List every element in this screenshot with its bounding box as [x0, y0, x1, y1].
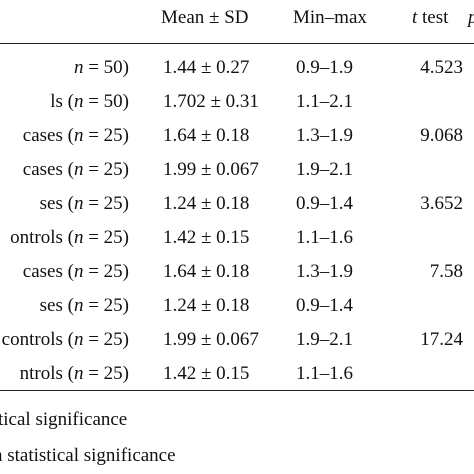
header-t-symbol: t: [412, 7, 418, 28]
sample-size-symbol: n: [73, 159, 84, 180]
table-row: cases (n = 25) 1.99 ± 0.067 1.9–2.1: [0, 153, 474, 187]
row-label: ls (n = 50): [50, 91, 129, 112]
header-min-max: Min–max: [293, 7, 367, 28]
table-row: ontrols (n = 25) 1.42 ± 0.15 1.1–1.6: [0, 221, 474, 255]
cell-mean-sd: 1.24 ± 0.18: [163, 193, 250, 214]
cell-t-test: 7.58: [429, 261, 463, 282]
table-row: controls (n = 25) 1.99 ± 0.067 1.9–2.1 17.2…: [0, 323, 474, 357]
cell-mean-sd: 1.42 ± 0.15: [163, 227, 250, 248]
cell-min-max: 1.3–1.9: [296, 261, 353, 282]
row-label: ses (n = 25): [39, 295, 129, 316]
row-label: controls (n = 25): [1, 329, 129, 350]
sample-size-symbol: n: [73, 261, 84, 282]
header-rule: [0, 43, 474, 44]
row-label: ontrols (n = 25): [10, 227, 129, 248]
row-label: ses (n = 25): [39, 193, 129, 214]
row-label: cases (n = 25): [22, 159, 129, 180]
sample-size-symbol: n: [73, 193, 84, 214]
row-label: cases (n = 25): [22, 261, 129, 282]
cell-mean-sd: 1.64 ± 0.18: [163, 261, 250, 282]
footnote-2-text: statistical significance: [7, 445, 176, 466]
table-row: cases (n = 25) 1.64 ± 0.18 1.3–1.9 7.58: [0, 255, 474, 289]
sample-size-symbol: n: [73, 57, 84, 78]
cell-min-max: 1.1–1.6: [296, 227, 353, 248]
cell-mean-sd: 1.42 ± 0.15: [163, 363, 250, 384]
header-t-test: t test: [412, 8, 448, 28]
sample-size-symbol: n: [73, 295, 84, 316]
cell-mean-sd: 1.99 ± 0.067: [163, 329, 259, 350]
cell-min-max: 1.9–2.1: [296, 329, 353, 350]
table-row: n = 50) 1.44 ± 0.27 0.9–1.9 4.523: [0, 51, 474, 85]
footnote-2-clipped-glyph: n: [0, 445, 7, 466]
cell-t-test: 3.652: [420, 193, 463, 214]
row-label: ntrols (n = 25): [19, 363, 129, 384]
sample-size-symbol: n: [73, 125, 84, 146]
cell-min-max: 0.9–1.4: [296, 193, 353, 214]
cell-min-max: 1.1–2.1: [296, 91, 353, 112]
header-p-value: p: [468, 8, 474, 28]
sample-size-symbol: n: [73, 329, 84, 350]
cell-min-max: 0.9–1.4: [296, 295, 353, 316]
cell-mean-sd: 1.702 ± 0.31: [163, 91, 259, 112]
table-row: ntrols (n = 25) 1.42 ± 0.15 1.1–1.6: [0, 357, 474, 391]
cell-min-max: 0.9–1.9: [296, 57, 353, 78]
footnote-2: n statistical significance: [0, 446, 176, 466]
header-t-word: test: [417, 7, 449, 28]
cell-min-max: 1.1–1.6: [296, 363, 353, 384]
cell-t-test: 9.068: [420, 125, 463, 146]
table-row: cases (n = 25) 1.64 ± 0.18 1.3–1.9 9.068: [0, 119, 474, 153]
cell-t-test: 17.24: [420, 329, 463, 350]
footnote-1: tical significance: [0, 409, 128, 430]
sample-size-symbol: n: [73, 363, 84, 384]
bottom-rule: [0, 390, 474, 391]
cell-mean-sd: 1.64 ± 0.18: [163, 125, 250, 146]
sample-size-symbol: n: [73, 91, 84, 112]
table-row: ses (n = 25) 1.24 ± 0.18 0.9–1.4 3.652: [0, 187, 474, 221]
cell-mean-sd: 1.44 ± 0.27: [163, 57, 250, 78]
cell-min-max: 1.9–2.1: [296, 159, 353, 180]
header-mean-sd: Mean ± SD: [161, 7, 249, 28]
cell-min-max: 1.3–1.9: [296, 125, 353, 146]
cell-t-test: 4.523: [420, 57, 463, 78]
table-row: ls (n = 50) 1.702 ± 0.31 1.1–2.1: [0, 85, 474, 119]
table-row: ses (n = 25) 1.24 ± 0.18 0.9–1.4: [0, 289, 474, 323]
row-label: cases (n = 25): [22, 125, 129, 146]
cell-mean-sd: 1.99 ± 0.067: [163, 159, 259, 180]
row-label: n = 50): [73, 57, 129, 78]
cell-mean-sd: 1.24 ± 0.18: [163, 295, 250, 316]
sample-size-symbol: n: [73, 227, 84, 248]
